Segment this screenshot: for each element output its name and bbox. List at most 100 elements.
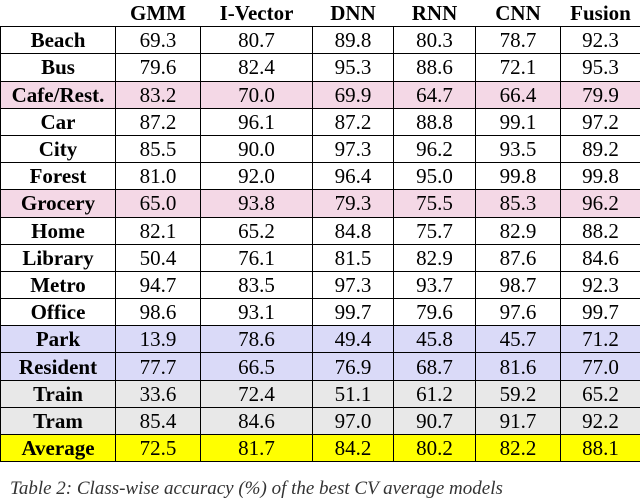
cell: 72.5: [116, 435, 201, 462]
cell: 75.5: [394, 190, 476, 217]
cell: 87.6: [476, 244, 561, 271]
row-label: Cafe/Rest.: [1, 81, 116, 108]
cell: 83.2: [116, 81, 201, 108]
cell: 49.4: [313, 326, 394, 353]
cell: 81.7: [201, 435, 313, 462]
row-label: Grocery: [1, 190, 116, 217]
cell: 88.1: [561, 435, 640, 462]
cell: 88.6: [394, 54, 476, 81]
row-label: Train: [1, 380, 116, 407]
cell: 82.4: [201, 54, 313, 81]
cell: 81.0: [116, 163, 201, 190]
row-label: Library: [1, 244, 116, 271]
cell: 76.1: [201, 244, 313, 271]
cell: 84.8: [313, 217, 394, 244]
row-label: Metro: [1, 271, 116, 298]
cell: 98.6: [116, 299, 201, 326]
cell: 97.2: [561, 108, 640, 135]
row-label: Forest: [1, 163, 116, 190]
cell: 79.3: [313, 190, 394, 217]
cell: 99.8: [561, 163, 640, 190]
cell: 99.8: [476, 163, 561, 190]
row-label: Office: [1, 299, 116, 326]
cell: 66.5: [201, 353, 313, 380]
cell: 76.9: [313, 353, 394, 380]
cell: 83.5: [201, 271, 313, 298]
cell: 84.6: [201, 407, 313, 434]
cell: 80.2: [394, 435, 476, 462]
column-header: RNN: [394, 0, 476, 27]
cell: 89.8: [313, 27, 394, 54]
row-label: Park: [1, 326, 116, 353]
row-label: Beach: [1, 27, 116, 54]
cell: 65.2: [561, 380, 640, 407]
cell: 97.3: [313, 271, 394, 298]
cell: 70.0: [201, 81, 313, 108]
cell: 88.8: [394, 108, 476, 135]
column-header: I-Vector: [201, 0, 313, 27]
cell: 79.6: [394, 299, 476, 326]
cell: 69.9: [313, 81, 394, 108]
cell: 82.1: [116, 217, 201, 244]
cell: 65.2: [201, 217, 313, 244]
cell: 72.1: [476, 54, 561, 81]
cell: 65.0: [116, 190, 201, 217]
cell: 91.7: [476, 407, 561, 434]
cell: 99.7: [313, 299, 394, 326]
cell: 99.7: [561, 299, 640, 326]
cell: 82.2: [476, 435, 561, 462]
cell: 69.3: [116, 27, 201, 54]
cell: 96.1: [201, 108, 313, 135]
row-label: Average: [1, 435, 116, 462]
cell: 95.3: [313, 54, 394, 81]
cell: 96.4: [313, 163, 394, 190]
cell: 78.6: [201, 326, 313, 353]
cell: 45.8: [394, 326, 476, 353]
cell: 81.6: [476, 353, 561, 380]
cell: 82.9: [476, 217, 561, 244]
cell: 97.0: [313, 407, 394, 434]
cell: 88.2: [561, 217, 640, 244]
cell: 50.4: [116, 244, 201, 271]
cell: 84.2: [313, 435, 394, 462]
cell: 79.6: [116, 54, 201, 81]
cell: 90.7: [394, 407, 476, 434]
cell: 80.7: [201, 27, 313, 54]
cell: 89.2: [561, 135, 640, 162]
cell: 51.1: [313, 380, 394, 407]
cell: 95.3: [561, 54, 640, 81]
column-header: CNN: [476, 0, 561, 27]
cell: 79.9: [561, 81, 640, 108]
cell: 71.2: [561, 326, 640, 353]
cell: 84.6: [561, 244, 640, 271]
cell: 93.5: [476, 135, 561, 162]
cell: 92.0: [201, 163, 313, 190]
cell: 92.3: [561, 271, 640, 298]
cell: 59.2: [476, 380, 561, 407]
cell: 64.7: [394, 81, 476, 108]
cell: 93.7: [394, 271, 476, 298]
cell: 96.2: [561, 190, 640, 217]
row-label: Tram: [1, 407, 116, 434]
cell: 97.6: [476, 299, 561, 326]
cell: 78.7: [476, 27, 561, 54]
column-header: [1, 0, 116, 27]
cell: 85.5: [116, 135, 201, 162]
cell: 95.0: [394, 163, 476, 190]
cell: 90.0: [201, 135, 313, 162]
cell: 68.7: [394, 353, 476, 380]
cell: 99.1: [476, 108, 561, 135]
